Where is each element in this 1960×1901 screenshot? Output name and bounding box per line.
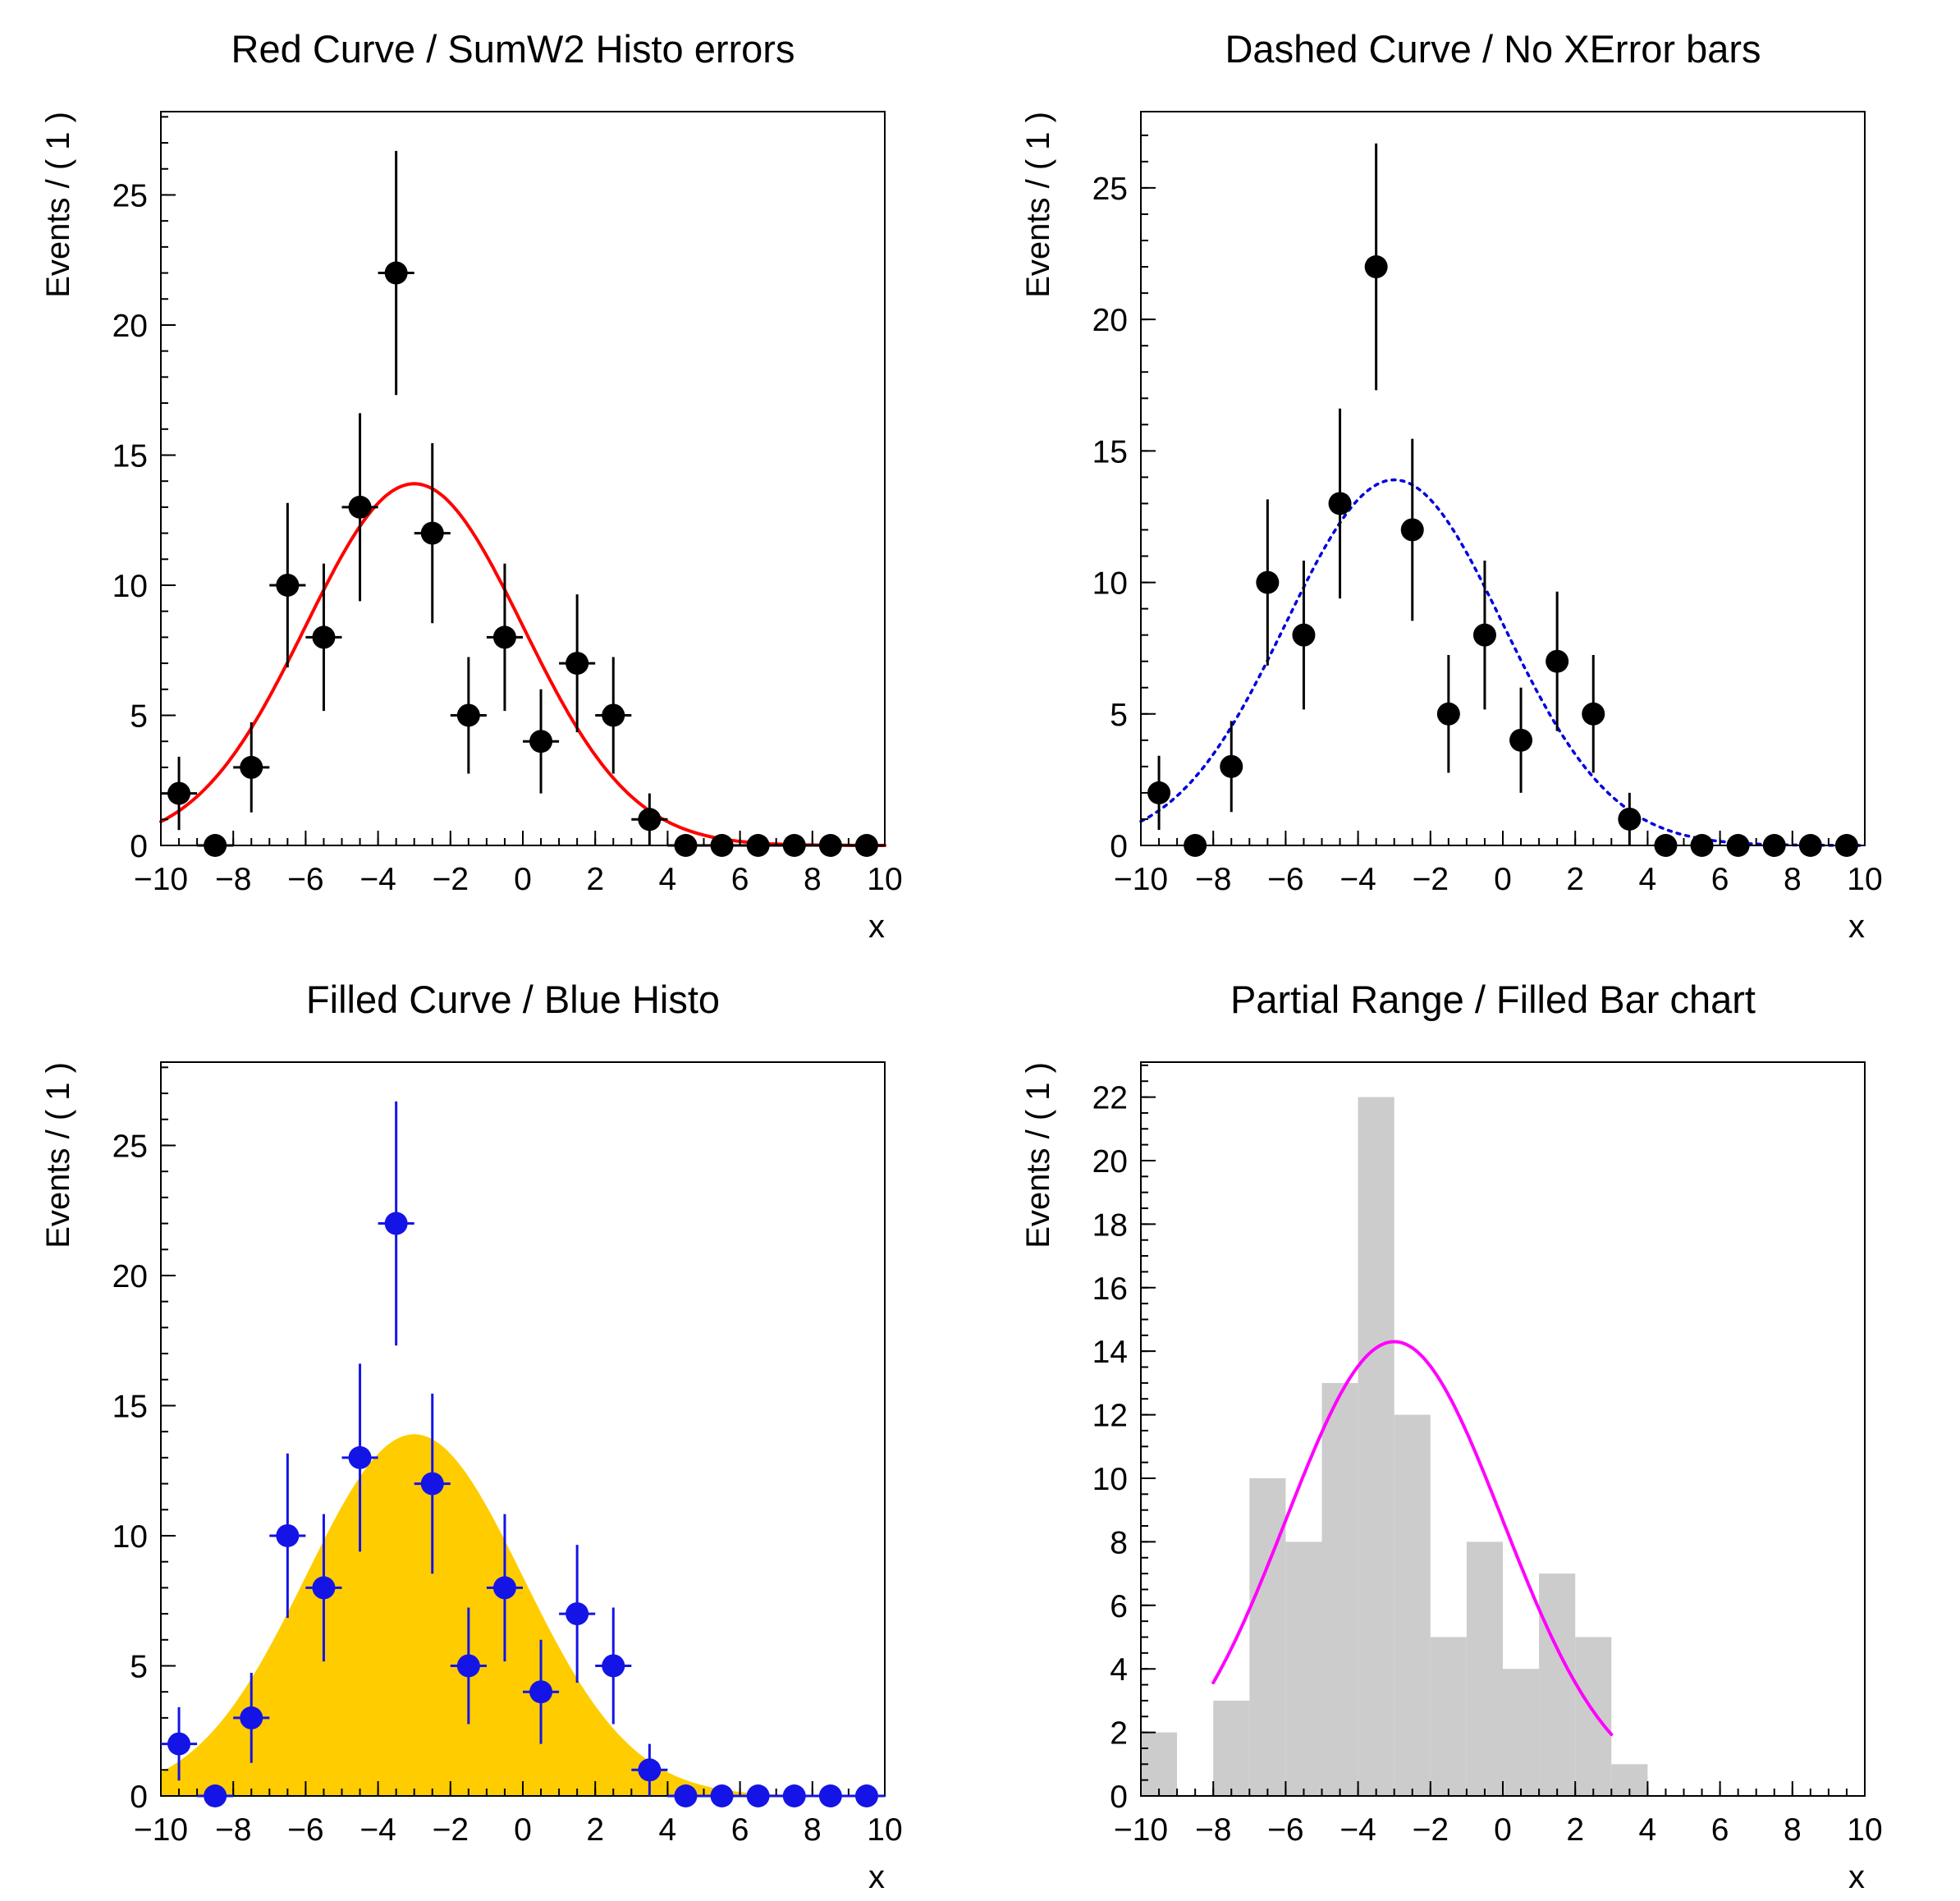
svg-text:−4: −4 — [1339, 862, 1376, 897]
svg-text:5: 5 — [130, 1649, 148, 1684]
svg-text:14: 14 — [1092, 1335, 1128, 1370]
svg-text:2: 2 — [586, 862, 604, 897]
panel-red-sumw2: Red Curve / SumW2 Histo errors −10 −8 −6 −4… — [0, 0, 980, 950]
svg-text:10: 10 — [867, 862, 902, 897]
svg-text:−8: −8 — [1195, 862, 1231, 897]
svg-text:−4: −4 — [359, 862, 396, 897]
svg-text:20: 20 — [112, 309, 148, 344]
panel-partial-bar: Partial Range / Filled Bar chart −10 −8 −6… — [980, 950, 1960, 1901]
svg-text:22: 22 — [1092, 1081, 1128, 1116]
svg-text:6: 6 — [731, 862, 749, 897]
svg-text:15: 15 — [112, 438, 148, 474]
plot-svg-red-sumw2: −10 −8 −6 −4 −2 0 2 4 6 8 10 0 5 10 15 20 25 x Events / ( … — [40, 111, 903, 945]
svg-text:20: 20 — [1092, 303, 1128, 338]
svg-text:5: 5 — [1110, 698, 1128, 733]
svg-text:−6: −6 — [1267, 862, 1303, 897]
svg-text:x: x — [1848, 1859, 1865, 1895]
svg-text:−6: −6 — [287, 1812, 323, 1848]
svg-text:4: 4 — [1110, 1652, 1128, 1688]
svg-text:0: 0 — [130, 1780, 148, 1815]
svg-text:4: 4 — [1639, 862, 1657, 897]
svg-text:20: 20 — [112, 1259, 148, 1294]
svg-text:−2: −2 — [1413, 1812, 1449, 1848]
panel-title: Dashed Curve / No XError bars — [1225, 27, 1761, 71]
svg-text:x: x — [868, 909, 885, 945]
svg-text:0: 0 — [1494, 1812, 1512, 1848]
svg-text:16: 16 — [1092, 1271, 1128, 1307]
svg-text:6: 6 — [1711, 1812, 1729, 1848]
svg-text:5: 5 — [130, 699, 148, 734]
svg-text:−2: −2 — [1413, 862, 1449, 897]
svg-text:10: 10 — [1847, 862, 1882, 897]
svg-text:6: 6 — [731, 1812, 749, 1848]
svg-text:Events / ( 1 ): Events / ( 1 ) — [1020, 112, 1056, 298]
svg-text:2: 2 — [1566, 862, 1584, 897]
svg-text:x: x — [868, 1859, 885, 1895]
svg-text:15: 15 — [1092, 434, 1128, 470]
svg-text:0: 0 — [514, 1812, 532, 1848]
svg-text:8: 8 — [804, 1812, 822, 1848]
svg-text:25: 25 — [112, 178, 148, 213]
svg-text:0: 0 — [514, 862, 532, 897]
svg-text:−10: −10 — [134, 862, 188, 897]
svg-text:12: 12 — [1092, 1399, 1128, 1434]
panel-filled-blue: Filled Curve / Blue Histo −10 −8 −6 −4 −2 0 2 4… — [0, 950, 980, 1901]
svg-text:10: 10 — [1847, 1812, 1882, 1848]
plot-svg-filled-blue: −10 −8 −6 −4 −2 0 2 4 6 8 10 0 5 10 15 20 25 x Events / ( … — [40, 1061, 903, 1895]
svg-text:10: 10 — [1092, 566, 1128, 602]
svg-text:8: 8 — [1784, 1812, 1802, 1848]
panel-title: Partial Range / Filled Bar chart — [1230, 978, 1756, 1021]
svg-text:15: 15 — [112, 1389, 148, 1424]
svg-text:18: 18 — [1092, 1207, 1128, 1243]
svg-text:−6: −6 — [1267, 1812, 1303, 1848]
svg-text:10: 10 — [867, 1812, 902, 1848]
plot-svg-partial-bar: −10 −8 −6 −4 −2 0 2 4 6 8 10 0 2 4 6 8 10 12 14 16 18 20 22 x Ev… — [1020, 1061, 1883, 1895]
svg-text:10: 10 — [1092, 1462, 1128, 1497]
svg-text:0: 0 — [1110, 1780, 1128, 1815]
svg-text:Events / ( 1 ): Events / ( 1 ) — [1020, 1062, 1056, 1248]
svg-text:8: 8 — [1110, 1525, 1128, 1560]
svg-text:6: 6 — [1110, 1589, 1128, 1624]
plot-svg-dashed-noxerr: −10 −8 −6 −4 −2 0 2 4 6 8 10 0 5 10 15 20 25 x Events / ( … — [1020, 111, 1883, 945]
svg-text:−8: −8 — [215, 1812, 251, 1848]
svg-text:2: 2 — [1566, 1812, 1584, 1848]
svg-text:−6: −6 — [287, 862, 323, 897]
svg-text:−4: −4 — [359, 1812, 396, 1848]
svg-text:8: 8 — [804, 862, 822, 897]
svg-text:−2: −2 — [433, 1812, 469, 1848]
svg-text:−8: −8 — [1195, 1812, 1231, 1848]
svg-text:25: 25 — [112, 1129, 148, 1164]
svg-text:−10: −10 — [134, 1812, 188, 1848]
svg-text:4: 4 — [1639, 1812, 1657, 1848]
svg-text:Events / ( 1 ): Events / ( 1 ) — [40, 112, 76, 298]
panel-title: Filled Curve / Blue Histo — [305, 978, 721, 1021]
svg-text:25: 25 — [1092, 172, 1128, 207]
svg-text:0: 0 — [130, 829, 148, 864]
panel-title: Red Curve / SumW2 Histo errors — [231, 27, 795, 71]
svg-text:4: 4 — [659, 862, 677, 897]
svg-text:2: 2 — [1110, 1716, 1128, 1752]
panel-dashed-noxerr: Dashed Curve / No XError bars −10 −8 −6 −4−… — [980, 0, 1960, 950]
svg-text:6: 6 — [1711, 862, 1729, 897]
svg-text:10: 10 — [112, 1519, 148, 1555]
svg-text:−10: −10 — [1114, 1812, 1168, 1848]
svg-text:4: 4 — [659, 1812, 677, 1848]
svg-text:Events / ( 1 ): Events / ( 1 ) — [40, 1062, 76, 1248]
svg-text:−8: −8 — [215, 862, 251, 897]
svg-text:−10: −10 — [1114, 862, 1168, 897]
svg-text:−2: −2 — [433, 862, 469, 897]
svg-text:20: 20 — [1092, 1144, 1128, 1180]
svg-text:0: 0 — [1494, 862, 1512, 897]
svg-text:x: x — [1848, 909, 1865, 945]
svg-text:8: 8 — [1784, 862, 1802, 897]
svg-text:0: 0 — [1110, 829, 1128, 864]
svg-text:2: 2 — [586, 1812, 604, 1848]
svg-text:10: 10 — [112, 569, 148, 604]
svg-text:−4: −4 — [1339, 1812, 1376, 1848]
